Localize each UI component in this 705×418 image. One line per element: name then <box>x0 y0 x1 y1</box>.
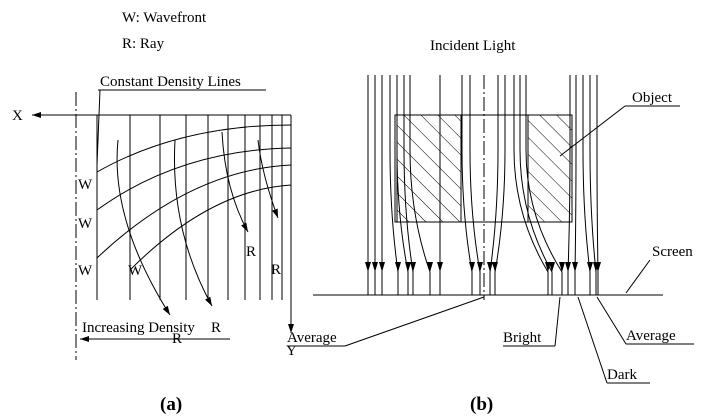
object-label: Object <box>632 90 673 106</box>
density-lines <box>97 115 282 300</box>
average-label: Average <box>287 330 337 346</box>
dark-label: Dark <box>607 367 637 383</box>
density-label: Increasing Density <box>82 320 195 336</box>
arrowhead <box>559 262 565 272</box>
caption: (b) <box>470 394 493 415</box>
incident-light-label: Incident Light <box>430 38 516 54</box>
arrowhead <box>549 262 555 272</box>
w-label: W <box>128 263 143 279</box>
object-wall <box>528 115 572 222</box>
screen-label: Screen <box>652 244 693 260</box>
arrowhead <box>372 262 378 272</box>
r-label: R <box>271 262 281 278</box>
leader <box>626 260 650 293</box>
average-label: Average <box>626 328 676 344</box>
arrowhead <box>565 262 571 272</box>
leader <box>345 297 484 346</box>
panel-b: Incident Light Screen Object Average Bri… <box>287 38 694 415</box>
density-lines-label: Constant Density Lines <box>100 74 241 90</box>
wavefronts <box>97 125 291 270</box>
leader <box>597 297 626 344</box>
arrowhead <box>572 262 578 272</box>
arrowhead <box>365 262 371 272</box>
leader <box>555 297 560 346</box>
arrowhead <box>437 262 443 272</box>
rays <box>117 132 278 315</box>
r-label: R <box>246 244 256 260</box>
arrowhead <box>469 262 475 272</box>
arrowhead <box>410 262 416 272</box>
legend-ray: R: Ray <box>122 36 165 52</box>
arrowhead <box>477 262 483 272</box>
arrowhead <box>405 262 411 272</box>
arrowhead <box>395 262 401 272</box>
leader <box>578 297 607 383</box>
caption: (a) <box>160 394 182 415</box>
object-wall <box>397 115 461 222</box>
arrowhead <box>487 262 493 272</box>
legend-wavefront: W: Wavefront <box>122 10 207 26</box>
arrowhead <box>379 262 385 272</box>
r-label: R <box>211 320 221 336</box>
w-label: W <box>78 216 93 232</box>
w-label: W <box>78 263 93 279</box>
diagram: W: Wavefront R: Ray X Y Constant Density… <box>0 0 705 418</box>
arrowhead <box>492 262 498 272</box>
x-label: X <box>12 108 23 124</box>
arrowhead <box>587 262 593 272</box>
w-label: W <box>78 177 93 193</box>
panel-a: W: Wavefront R: Ray X Y Constant Density… <box>12 10 297 415</box>
bright-label: Bright <box>503 330 542 346</box>
